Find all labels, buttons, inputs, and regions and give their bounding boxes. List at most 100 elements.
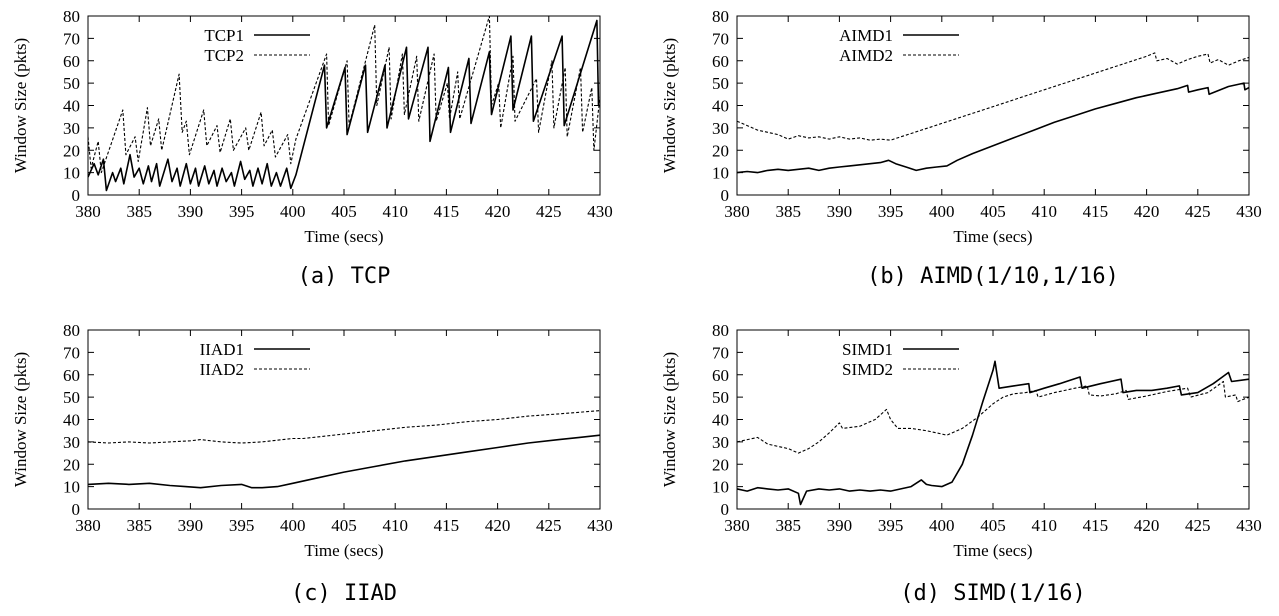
- y-tick-label: 30: [63, 433, 80, 452]
- series-line-simd2: [737, 380, 1249, 454]
- y-tick-label: 20: [63, 455, 80, 474]
- legend-label-iiad1: IIAD1: [200, 340, 244, 359]
- x-tick-label: 430: [587, 516, 613, 535]
- x-tick-label: 385: [126, 516, 152, 535]
- y-tick-label: 40: [63, 97, 80, 116]
- x-tick-label: 405: [980, 202, 1006, 221]
- y-tick-label: 60: [63, 366, 80, 385]
- y-tick-label: 70: [712, 343, 729, 362]
- series-line-tcp2: [88, 16, 600, 174]
- y-tick-label: 30: [63, 119, 80, 138]
- y-tick-label: 40: [712, 411, 729, 430]
- panel-caption: (d) SIMD(1/16): [900, 581, 1085, 606]
- series-line-aimd1: [737, 82, 1249, 174]
- y-tick-label: 70: [63, 343, 80, 362]
- y-axis-label: Window Size (pkts): [11, 38, 30, 173]
- x-tick-label: 420: [485, 516, 511, 535]
- plot-frame: [87, 329, 601, 510]
- chart-panel-1: 380 385 390 395 400 405 410 415 420 425 430 0 10 20 30…: [11, 7, 613, 289]
- x-tick-label: 400: [280, 202, 306, 221]
- legend-label-aimd2: AIMD2: [839, 46, 893, 65]
- x-tick-label: 425: [536, 202, 562, 221]
- x-tick-label: 420: [1134, 516, 1160, 535]
- legend-label-aimd1: AIMD1: [839, 26, 893, 45]
- x-tick-label: 390: [827, 202, 853, 221]
- x-tick-label: 410: [382, 202, 408, 221]
- x-axis-label: Time (secs): [304, 541, 383, 560]
- y-tick-label: 30: [712, 433, 729, 452]
- chart-panel-2: 380 385 390 395 400 405 410 415 420 425 430 0 10 20 30…: [660, 7, 1262, 289]
- x-tick-label: 405: [331, 202, 357, 221]
- x-tick-label: 390: [178, 516, 204, 535]
- y-tick-label: 50: [63, 388, 80, 407]
- y-tick-label: 80: [712, 7, 729, 26]
- series-line-tcp1: [88, 19, 600, 192]
- x-tick-label: 415: [434, 202, 460, 221]
- x-tick-label: 395: [878, 516, 904, 535]
- y-tick-label: 40: [63, 411, 80, 430]
- x-tick-label: 410: [1031, 202, 1057, 221]
- x-tick-label: 385: [775, 202, 801, 221]
- x-tick-label: 385: [126, 202, 152, 221]
- legend-label-tcp1: TCP1: [204, 26, 244, 45]
- y-tick-label: 60: [712, 366, 729, 385]
- y-tick-label: 20: [712, 455, 729, 474]
- x-tick-label: 415: [1083, 516, 1109, 535]
- x-tick-label: 425: [536, 516, 562, 535]
- x-tick-label: 395: [229, 202, 255, 221]
- x-tick-label: 425: [1185, 516, 1211, 535]
- x-tick-label: 430: [1236, 202, 1262, 221]
- legend-label-tcp2: TCP2: [204, 46, 244, 65]
- y-tick-label: 50: [712, 74, 729, 93]
- y-tick-label: 50: [712, 388, 729, 407]
- y-tick-label: 10: [63, 164, 80, 183]
- y-tick-label: 80: [63, 321, 80, 340]
- x-axis-label: Time (secs): [304, 227, 383, 246]
- x-tick-label: 430: [587, 202, 613, 221]
- series-line-iiad2: [88, 410, 600, 444]
- x-tick-label: 430: [1236, 516, 1262, 535]
- x-tick-label: 395: [878, 202, 904, 221]
- y-axis-label: Window Size (pkts): [11, 352, 30, 487]
- x-tick-label: 380: [724, 202, 750, 221]
- chart-panel-3: 380 385 390 395 400 405 410 415 420 425 430 0 10 20 30…: [11, 321, 613, 606]
- legend-label-iiad2: IIAD2: [200, 360, 244, 379]
- y-axis-label: Window Size (pkts): [660, 352, 679, 487]
- x-tick-label: 400: [929, 516, 955, 535]
- series-line-aimd2: [737, 52, 1249, 141]
- y-tick-label: 70: [63, 29, 80, 48]
- x-tick-label: 405: [331, 516, 357, 535]
- y-axis-label: Window Size (pkts): [660, 38, 679, 173]
- series-line-iiad1: [88, 434, 600, 489]
- x-tick-label: 405: [980, 516, 1006, 535]
- x-tick-label: 410: [382, 516, 408, 535]
- panel-caption: (a) TCP: [298, 264, 391, 289]
- x-tick-label: 380: [75, 516, 101, 535]
- x-tick-label: 410: [1031, 516, 1057, 535]
- y-tick-label: 20: [712, 141, 729, 160]
- y-tick-label: 0: [721, 186, 730, 205]
- x-tick-label: 390: [178, 202, 204, 221]
- x-tick-label: 385: [775, 516, 801, 535]
- y-tick-label: 80: [63, 7, 80, 26]
- y-tick-label: 0: [721, 500, 730, 519]
- x-tick-label: 420: [485, 202, 511, 221]
- legend-label-simd2: SIMD2: [842, 360, 893, 379]
- x-axis-label: Time (secs): [953, 227, 1032, 246]
- series-line-simd1: [737, 360, 1249, 506]
- y-tick-label: 40: [712, 97, 729, 116]
- x-tick-label: 415: [434, 516, 460, 535]
- x-tick-label: 400: [929, 202, 955, 221]
- y-tick-label: 60: [63, 52, 80, 71]
- y-tick-label: 10: [63, 478, 80, 497]
- x-axis-label: Time (secs): [953, 541, 1032, 560]
- y-tick-label: 10: [712, 164, 729, 183]
- y-tick-label: 60: [712, 52, 729, 71]
- x-tick-label: 415: [1083, 202, 1109, 221]
- y-tick-label: 0: [72, 186, 81, 205]
- x-tick-label: 380: [75, 202, 101, 221]
- plot-frame: [736, 15, 1250, 196]
- x-tick-label: 420: [1134, 202, 1160, 221]
- x-tick-label: 395: [229, 516, 255, 535]
